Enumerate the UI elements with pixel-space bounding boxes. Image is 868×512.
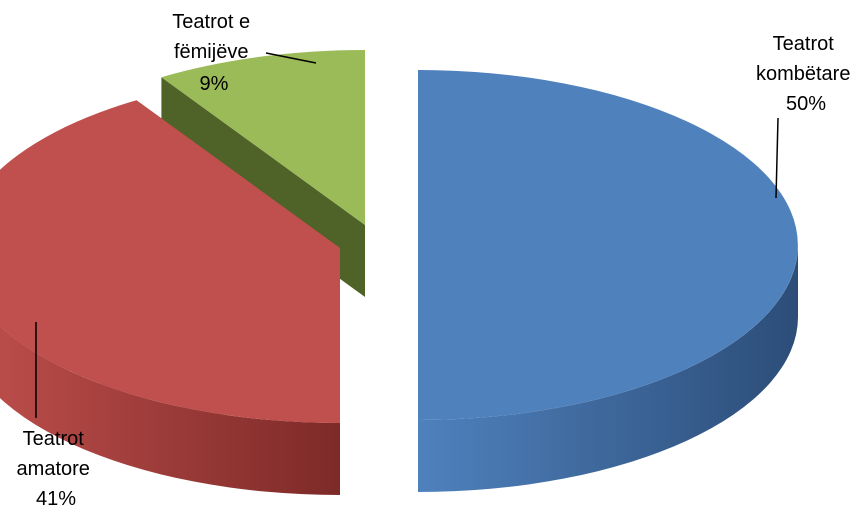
- leader-line-kombetare: [775, 117, 779, 199]
- pie-slice-femijeve: [161, 49, 365, 226]
- pie-slice-amatore: [0, 100, 340, 423]
- leader-line-femijeve: [265, 52, 317, 64]
- slice-label-kombetare: Teatrot kombëtare 50%: [756, 33, 856, 115]
- pie-side-kombetare: [418, 245, 798, 492]
- pie-slice-tops: [0, 49, 798, 423]
- slice-label-femijeve: Teatrot e fëmijëve 9%: [172, 11, 255, 95]
- label-leader-lines: [35, 52, 779, 418]
- pie-slice-kombetare: [418, 70, 798, 420]
- pie-side-amatore: [0, 326, 340, 495]
- slice-label-amatore: Teatrot amatore 41%: [17, 428, 96, 510]
